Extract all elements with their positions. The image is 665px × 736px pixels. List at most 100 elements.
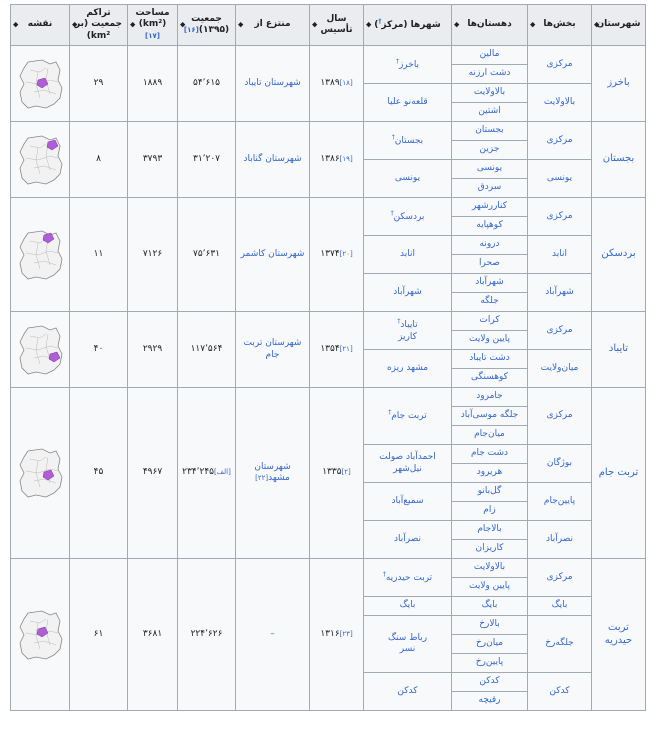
map-cell[interactable] — [10, 45, 70, 122]
district-link[interactable]: مرکزی — [546, 58, 573, 69]
district-name[interactable]: مرکزی — [527, 197, 592, 236]
rural-district[interactable]: دشت تایباد — [451, 349, 528, 369]
city-link[interactable]: رباط سنگ — [387, 632, 428, 643]
district-name[interactable]: یونسی — [527, 159, 592, 198]
rural-district[interactable]: شهرآباد — [451, 273, 528, 293]
district-link[interactable]: بایگ — [551, 600, 568, 611]
header-split-from[interactable]: منتزع از ◆ — [235, 4, 310, 46]
rural-link[interactable]: بایگ — [481, 600, 498, 611]
county-name[interactable]: باخرز — [591, 45, 646, 122]
county-name[interactable]: تایباد — [591, 311, 646, 388]
rural-district[interactable]: پایین‌رخ — [451, 653, 528, 673]
rural-district[interactable]: کوهپایه — [451, 216, 528, 236]
city-link[interactable]: نیل‌شهر — [393, 463, 422, 474]
rural-link[interactable]: پایین ولایت — [468, 581, 510, 592]
rural-district[interactable]: سردق — [451, 178, 528, 198]
district-name[interactable]: مرکزی — [527, 121, 592, 160]
county-name[interactable]: تربت حیدریه — [591, 558, 646, 711]
map-cell[interactable] — [10, 311, 70, 388]
district-link[interactable]: میان‌ولایت — [540, 362, 579, 373]
rural-district[interactable]: گل‌بانو — [451, 482, 528, 502]
district-link[interactable]: بالاولایت — [543, 96, 576, 107]
rural-district[interactable]: رقیچه — [451, 691, 528, 711]
city-link[interactable]: انابد — [400, 248, 415, 259]
city-link[interactable]: تربت جام — [391, 411, 427, 422]
rural-link[interactable]: یونسی — [476, 163, 503, 174]
header-area[interactable]: مساحت (km²) [۱۷] ◆ — [127, 4, 178, 46]
district-link[interactable]: مرکزی — [546, 410, 573, 421]
district-link[interactable]: مرکزی — [546, 571, 573, 582]
city-link[interactable]: شهرآباد — [393, 286, 422, 297]
county-name[interactable]: بجستان — [591, 121, 646, 198]
reference-link[interactable]: [۲۰] — [339, 249, 353, 258]
district-name[interactable]: میان‌ولایت — [527, 349, 592, 388]
header-density[interactable]: تراکم جمعیت (بر km²) ◆ — [69, 4, 128, 46]
rural-district[interactable]: جلگه موسی‌آباد — [451, 406, 528, 426]
rural-district[interactable]: دشت ارزنه — [451, 64, 528, 84]
rural-link[interactable]: کوهسنگی — [471, 372, 508, 383]
header-rural[interactable]: دهستان‌ها ◆ — [451, 4, 528, 46]
district-name[interactable]: کدکن — [527, 672, 592, 711]
rural-link[interactable]: جلگه — [480, 296, 499, 307]
rural-district[interactable]: کناررشهر — [451, 197, 528, 217]
header-founded[interactable]: سال تأسیس ◆ — [309, 4, 364, 46]
rural-district[interactable]: دشت جام — [451, 444, 528, 464]
sort-icon[interactable]: ◆ — [454, 20, 460, 29]
header-cities[interactable]: شهرها (مرکز†) ◆ — [363, 4, 452, 46]
split-from-link[interactable]: – — [270, 628, 275, 639]
district-name[interactable]: بایگ — [527, 596, 592, 616]
split-from-link[interactable]: شهرستان گناباد — [243, 153, 302, 164]
rural-district[interactable]: کرات — [451, 311, 528, 331]
rural-link[interactable]: بالارخ — [479, 619, 500, 630]
rural-district[interactable]: بالاجام — [451, 520, 528, 540]
district-name[interactable]: بوژگان — [527, 444, 592, 483]
rural-district[interactable]: درونه — [451, 235, 528, 255]
rural-link[interactable]: رقیچه — [478, 695, 501, 706]
rural-link[interactable]: کدکن — [479, 676, 500, 687]
rural-district[interactable]: جلگه — [451, 292, 528, 312]
rural-link[interactable]: دشت جام — [470, 448, 509, 459]
rural-district[interactable]: جامرود — [451, 387, 528, 407]
district-name[interactable]: جلگه‌رخ — [527, 615, 592, 673]
rural-district[interactable]: پایین ولایت — [451, 577, 528, 597]
split-from-link[interactable]: شهرستان مشهد — [254, 461, 291, 483]
rural-district[interactable]: بجستان — [451, 121, 528, 141]
rural-district[interactable]: بالاولایت — [451, 83, 528, 103]
header-districts[interactable]: بخش‌ها ◆ — [527, 4, 592, 46]
city-link[interactable]: نصرآباد — [393, 533, 422, 544]
reference-link[interactable]: [۲] — [341, 468, 351, 477]
rural-district[interactable]: یونسی — [451, 159, 528, 179]
rural-link[interactable]: مالین — [479, 49, 500, 60]
rural-district[interactable]: کاریزان — [451, 539, 528, 559]
rural-district[interactable]: کوهسنگی — [451, 368, 528, 388]
district-link[interactable]: جلگه‌رخ — [545, 638, 574, 649]
district-name[interactable]: مرکزی — [527, 558, 592, 597]
county-name[interactable]: تربت جام — [591, 387, 646, 559]
rural-link[interactable]: بالاجام — [477, 524, 502, 535]
sort-icon[interactable]: ◆ — [72, 20, 78, 29]
county-name[interactable]: بردسکن — [591, 197, 646, 312]
rural-link[interactable]: بالاولایت — [473, 562, 506, 573]
reference-link[interactable]: [۱۹] — [339, 154, 353, 163]
rural-link[interactable]: اشتین — [478, 106, 501, 117]
map-cell[interactable] — [10, 121, 70, 198]
district-link[interactable]: مرکزی — [546, 324, 573, 335]
city-link[interactable]: باخرز — [398, 59, 420, 70]
rural-link[interactable]: هریرود — [476, 467, 503, 478]
split-from-link[interactable]: شهرستان تایباد — [244, 77, 301, 88]
city-link[interactable]: بایگ — [399, 600, 416, 611]
rural-link[interactable]: میان‌رخ — [475, 638, 504, 649]
rural-district[interactable]: اشتین — [451, 102, 528, 122]
sort-icon[interactable]: ◆ — [366, 20, 372, 29]
sort-icon[interactable]: ◆ — [594, 20, 600, 29]
city-link[interactable]: قلعه‌نو علیا — [387, 96, 428, 107]
rural-link[interactable]: کرات — [479, 315, 500, 326]
city-link[interactable]: بجستان — [394, 135, 424, 146]
district-link[interactable]: انابد — [552, 248, 567, 259]
rural-district[interactable]: هریرود — [451, 463, 528, 483]
reference-link[interactable]: [۱۶] — [183, 26, 199, 34]
rural-district[interactable]: زام — [451, 501, 528, 521]
header-map[interactable]: نقشه ◆ — [10, 4, 70, 46]
rural-district[interactable]: میان‌رخ — [451, 634, 528, 654]
rural-district[interactable]: جزین — [451, 140, 528, 160]
